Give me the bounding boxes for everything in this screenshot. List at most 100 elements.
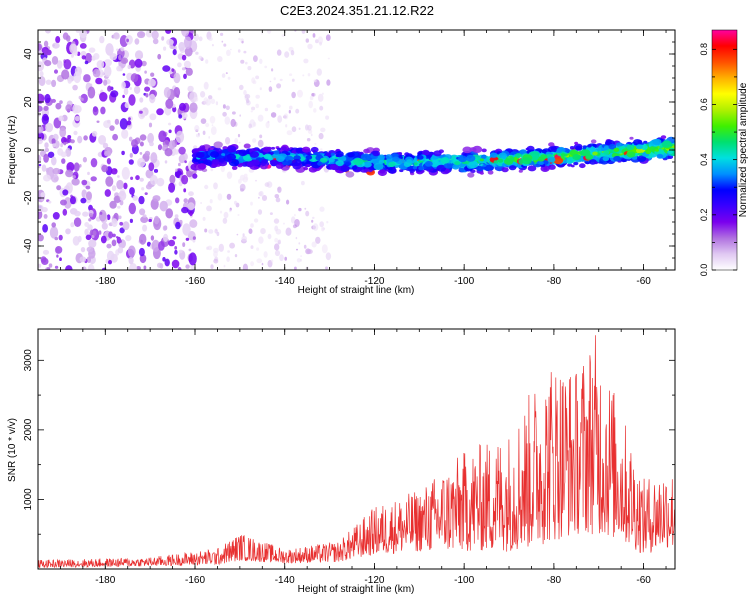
spectrogram-cell xyxy=(299,258,302,262)
spectrogram-cell xyxy=(147,78,156,87)
spectrogram-cell xyxy=(635,144,643,150)
spectrogram-cell xyxy=(45,122,54,133)
spectrogram-cell xyxy=(277,187,281,191)
spectrogram-cell xyxy=(487,170,494,175)
spectrogram-cell xyxy=(193,96,199,102)
spectrogram-cell xyxy=(466,154,476,162)
spectrogram-cell xyxy=(112,233,116,238)
spectrogram-cell xyxy=(168,239,176,247)
spectrogram-cell xyxy=(134,38,140,45)
spectrogram-cell xyxy=(249,151,260,158)
spectrogram-cell xyxy=(421,149,430,156)
spectrogram-cell xyxy=(38,234,44,242)
spectrogram-cell xyxy=(163,233,169,242)
spectrogram-cell xyxy=(38,105,43,112)
spectrogram-cell xyxy=(153,215,160,225)
colorbar-tick-label: 0.6 xyxy=(699,98,709,111)
spectrogram-cell xyxy=(319,41,322,46)
spectrogram-cell xyxy=(173,149,180,155)
spectrogram-cell xyxy=(59,100,63,104)
spectrogram-cell xyxy=(259,190,264,197)
spectrogram-cell xyxy=(208,136,211,139)
spectrogram-cell xyxy=(181,174,189,185)
spectrogram-cell xyxy=(312,33,316,38)
spectrogram-cell xyxy=(144,150,151,157)
spectrogram-cell xyxy=(613,147,620,152)
spectrogram-cell xyxy=(540,154,548,160)
spectrogram-cell xyxy=(467,172,475,178)
spectrogram-cell xyxy=(273,218,280,224)
spectrogram-cell xyxy=(263,251,268,258)
spectrogram-cell xyxy=(52,143,57,148)
spectrogram-cell xyxy=(41,198,44,202)
spectrogram-cell xyxy=(261,162,266,166)
spectrogram-cell xyxy=(125,235,132,242)
spectrogram-cell xyxy=(290,50,295,56)
spectrogram-cell xyxy=(38,204,44,213)
spectrogram-cell xyxy=(126,38,129,43)
spectrogram-cell xyxy=(98,230,102,235)
spectrogram-cell xyxy=(592,143,597,147)
spectrogram-cell xyxy=(171,259,180,269)
spectrogram-cell xyxy=(274,243,280,251)
spectrogram-cell xyxy=(120,46,125,52)
spectrogram-cell xyxy=(115,195,120,204)
spectrogram-cell xyxy=(152,38,159,45)
spectrogram-cell xyxy=(193,36,197,40)
spectrogram-cell xyxy=(56,185,62,191)
spectrogram-cell xyxy=(67,78,72,84)
spectrogram-cell xyxy=(256,258,263,264)
spectrogram-cell xyxy=(444,162,453,169)
spectrogram-cell xyxy=(98,135,107,145)
spectrogram-cell xyxy=(69,43,78,54)
spectrogram-cell xyxy=(109,53,118,61)
spectrogram-cell xyxy=(200,118,207,124)
spectrogram-cell xyxy=(238,178,242,184)
colorbar-label: Normalized spectral amplitude xyxy=(738,82,749,217)
spectrogram-cell xyxy=(84,222,90,227)
spectrogram-cell xyxy=(245,61,248,65)
spectrogram-cell xyxy=(261,195,268,201)
spectrogram-cell xyxy=(42,224,48,233)
spectrogram-cell xyxy=(59,257,62,262)
snr-x-ticks: -180 -160 -140 -120 -100 -80 -60 xyxy=(60,329,667,586)
spectrogram-cell xyxy=(319,221,325,228)
spectrogram-cell xyxy=(141,187,145,191)
spectrogram-cell xyxy=(602,156,610,162)
spectrogram-cell xyxy=(104,65,112,78)
spectrogram-cell xyxy=(183,36,192,49)
spectrogram-cell xyxy=(484,164,494,172)
spectrogram-cell xyxy=(269,212,273,216)
spectrogram-cell xyxy=(84,52,93,64)
spectrogram-cell xyxy=(301,146,311,153)
spectrogram-cell xyxy=(200,91,206,98)
spectrogram-cell xyxy=(43,174,51,182)
spectrogram-cell xyxy=(264,107,269,112)
spectrogram-cell xyxy=(112,133,118,141)
spectrogram-cell xyxy=(249,66,251,69)
spectrogram-cell xyxy=(258,196,260,199)
spectrogram-cell xyxy=(347,152,355,158)
spectrogram-cell xyxy=(295,108,300,114)
spectrogram-cell xyxy=(127,245,136,258)
spectrogram-cell xyxy=(340,165,350,172)
spectrogram-cell xyxy=(305,163,311,168)
spectrogram-cell xyxy=(298,127,301,130)
spectrogram-cell xyxy=(173,72,181,84)
spectrogram-cell xyxy=(181,206,189,214)
spectrogram-cell xyxy=(319,105,324,111)
spectrogram-cell xyxy=(281,34,285,37)
spectrogram-cell xyxy=(335,151,344,158)
spectrogram-cell xyxy=(54,69,58,74)
spectrogram-cell xyxy=(175,130,185,144)
spectrogram-cell xyxy=(183,73,187,80)
spectrogram-cell xyxy=(279,78,283,82)
spectrogram-cell xyxy=(230,118,236,128)
spectrogram-cell xyxy=(320,127,326,133)
spectrogram-cell xyxy=(251,159,260,166)
spectrogram-cell xyxy=(156,108,164,116)
spectrogram-cell xyxy=(518,169,523,173)
spectrogram-cell xyxy=(183,198,188,204)
spectrogram-cell xyxy=(157,53,162,60)
